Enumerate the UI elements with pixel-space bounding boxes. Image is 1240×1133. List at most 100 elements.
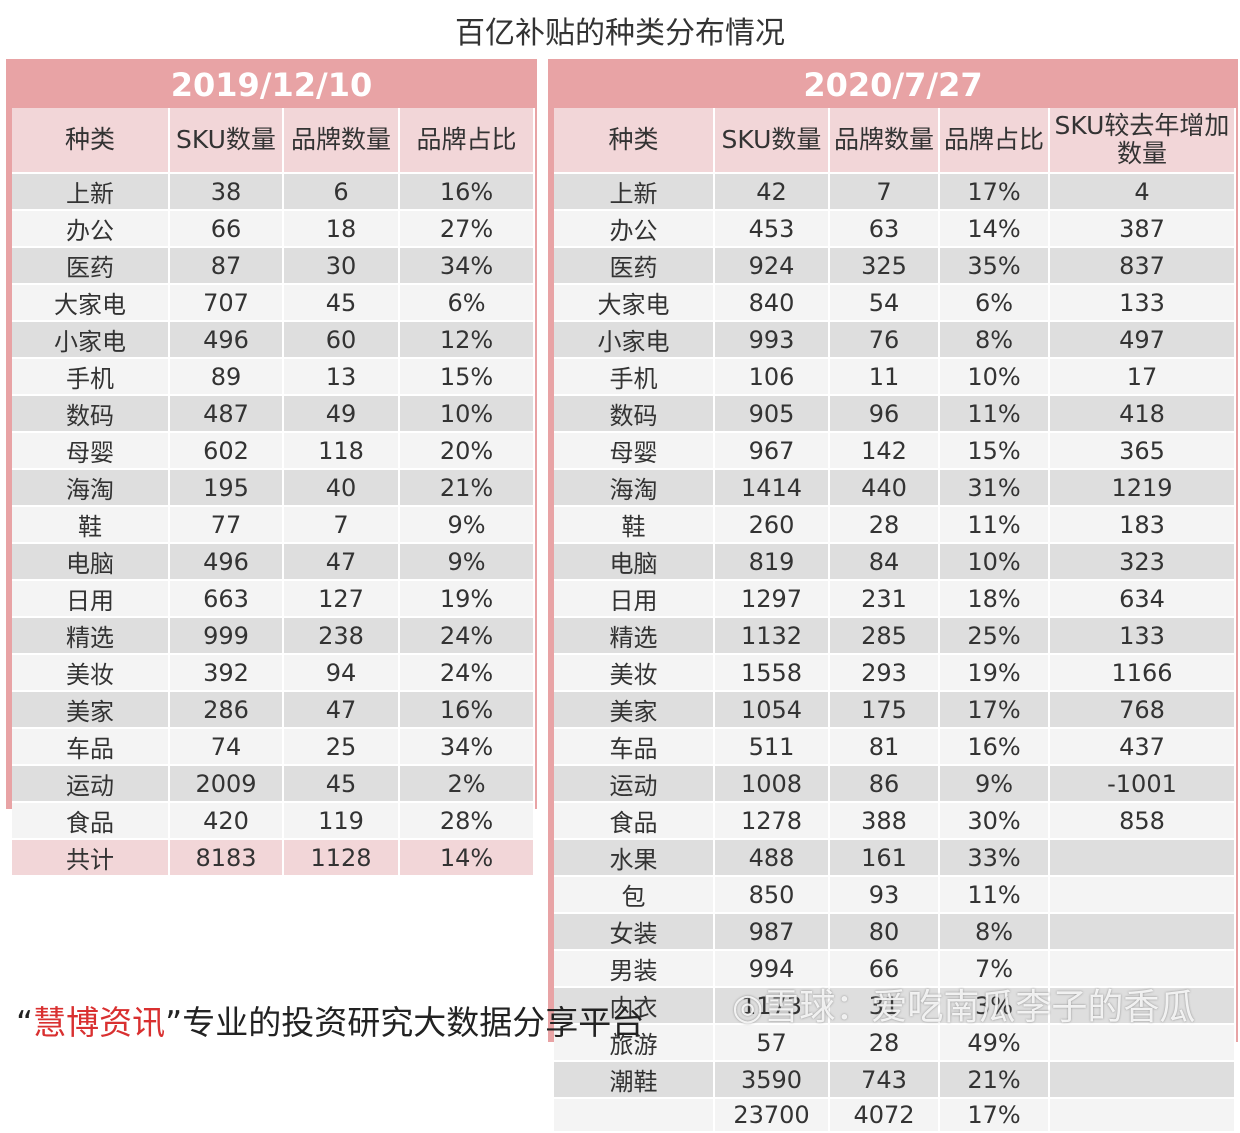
table-cell — [1049, 987, 1236, 1025]
table-cell: 325 — [829, 247, 940, 285]
table-cell: 大家电 — [12, 284, 170, 322]
table-cell: 美家 — [554, 691, 715, 729]
table-row: 美妆 1558 293 19% 1166 — [554, 654, 1236, 692]
table-cell: 21% — [399, 469, 535, 507]
table-row: 数码 487 49 10% — [12, 395, 535, 433]
table-cell: 数码 — [12, 395, 170, 433]
table-row: 男装 994 66 7% — [554, 950, 1236, 988]
table-cell: 45 — [283, 284, 400, 322]
table-cell: 日用 — [554, 580, 715, 618]
table-cell: 94 — [283, 654, 400, 692]
table-cell: 840 — [714, 284, 830, 322]
total-cell — [554, 1098, 715, 1133]
table-cell: 运动 — [12, 765, 170, 803]
column-header: SKU较去年增加数量 — [1049, 108, 1236, 174]
table-cell: 车品 — [12, 728, 170, 766]
column-header: 品牌占比 — [399, 108, 535, 174]
table-cell: 496 — [169, 543, 284, 581]
table-row: 潮鞋 3590 743 21% — [554, 1061, 1236, 1099]
table-row: 精选 1132 285 25% 133 — [554, 617, 1236, 655]
table-row: 小家电 496 60 12% — [12, 321, 535, 359]
table-cell: 238 — [283, 617, 400, 655]
table-cell: 10% — [399, 395, 535, 433]
table-cell: 12% — [399, 321, 535, 359]
table-cell: 35% — [939, 247, 1050, 285]
table-cell: 母婴 — [554, 432, 715, 470]
table-cell: 16% — [399, 691, 535, 729]
total-cell — [1049, 1098, 1236, 1133]
column-header: 品牌数量 — [283, 108, 400, 174]
table-cell: 大家电 — [554, 284, 715, 322]
table-cell: 7% — [939, 950, 1050, 988]
table-cell: 9% — [939, 765, 1050, 803]
table-cell: 3590 — [714, 1061, 830, 1099]
table-cell: 175 — [829, 691, 940, 729]
footer-slogan: “慧博资讯”专业的投资研究大数据分享平台 — [16, 996, 644, 1044]
table-cell: 42 — [714, 173, 830, 211]
table-row: 运动 2009 45 2% — [12, 765, 535, 803]
footer-quote-close: ” — [165, 1003, 183, 1042]
table-cell: 40 — [283, 469, 400, 507]
table-cell: 967 — [714, 432, 830, 470]
table-row: 食品 1278 388 30% 858 — [554, 802, 1236, 840]
table-cell — [1049, 876, 1236, 914]
table-cell: 鞋 — [554, 506, 715, 544]
table-cell: 7 — [283, 506, 400, 544]
table-cell: 日用 — [12, 580, 170, 618]
table-cell: 392 — [169, 654, 284, 692]
table-cell: 420 — [169, 802, 284, 840]
table-cell: 10% — [939, 543, 1050, 581]
table-cell: 25% — [939, 617, 1050, 655]
table-cell: 数码 — [554, 395, 715, 433]
table-cell: 31% — [939, 469, 1050, 507]
table-cell: 11% — [939, 876, 1050, 914]
table-cell: 837 — [1049, 247, 1236, 285]
table-cell: 15% — [939, 432, 1050, 470]
table-cell: 511 — [714, 728, 830, 766]
column-header: 品牌占比 — [939, 108, 1050, 174]
table-cell — [1049, 839, 1236, 877]
table-row: 包 850 93 11% — [554, 876, 1236, 914]
footer-quote-open: “ — [16, 1003, 34, 1042]
table-cell: 精选 — [12, 617, 170, 655]
table-cell: 1219 — [1049, 469, 1236, 507]
table-cell: 1173 — [714, 987, 830, 1025]
table-cell: 19% — [399, 580, 535, 618]
table-row: 鞋 77 7 9% — [12, 506, 535, 544]
table-row: 日用 663 127 19% — [12, 580, 535, 618]
total-cell: 4072 — [829, 1098, 940, 1133]
table-row: 母婴 602 118 20% — [12, 432, 535, 470]
table-cell: 医药 — [554, 247, 715, 285]
table-row: 食品 420 119 28% — [12, 802, 535, 840]
table-cell: 161 — [829, 839, 940, 877]
table-cell: 8% — [939, 913, 1050, 951]
table-cell: 18% — [939, 580, 1050, 618]
table-cell: 437 — [1049, 728, 1236, 766]
table-cell: 20% — [399, 432, 535, 470]
table-cell: 上新 — [12, 173, 170, 211]
table-cell: 13 — [283, 358, 400, 396]
table-cell: 34% — [399, 728, 535, 766]
table-cell: 运动 — [554, 765, 715, 803]
table-cell: 食品 — [554, 802, 715, 840]
column-header: SKU数量 — [169, 108, 284, 174]
table-cell: 905 — [714, 395, 830, 433]
total-cell: 共计 — [12, 839, 170, 877]
table-cell: 488 — [714, 839, 830, 877]
total-row: 共计 8183 1128 14% — [12, 839, 535, 877]
table-cell: 96 — [829, 395, 940, 433]
table-cell: 11% — [939, 395, 1050, 433]
table-cell: 440 — [829, 469, 940, 507]
table-cell: 1166 — [1049, 654, 1236, 692]
table-cell: 768 — [1049, 691, 1236, 729]
table-cell: 31 — [829, 987, 940, 1025]
table-row: 医药 87 30 34% — [12, 247, 535, 285]
table-row: 大家电 840 54 6% 133 — [554, 284, 1236, 322]
table-cell: 293 — [829, 654, 940, 692]
table-cell: 743 — [829, 1061, 940, 1099]
chart-title: 百亿补贴的种类分布情况 — [455, 16, 785, 51]
table-row: 内衣 1173 31 3% — [554, 987, 1236, 1025]
table-row: 上新 42 7 17% 4 — [554, 173, 1236, 211]
table-cell: 6% — [399, 284, 535, 322]
table-cell: 28 — [829, 506, 940, 544]
